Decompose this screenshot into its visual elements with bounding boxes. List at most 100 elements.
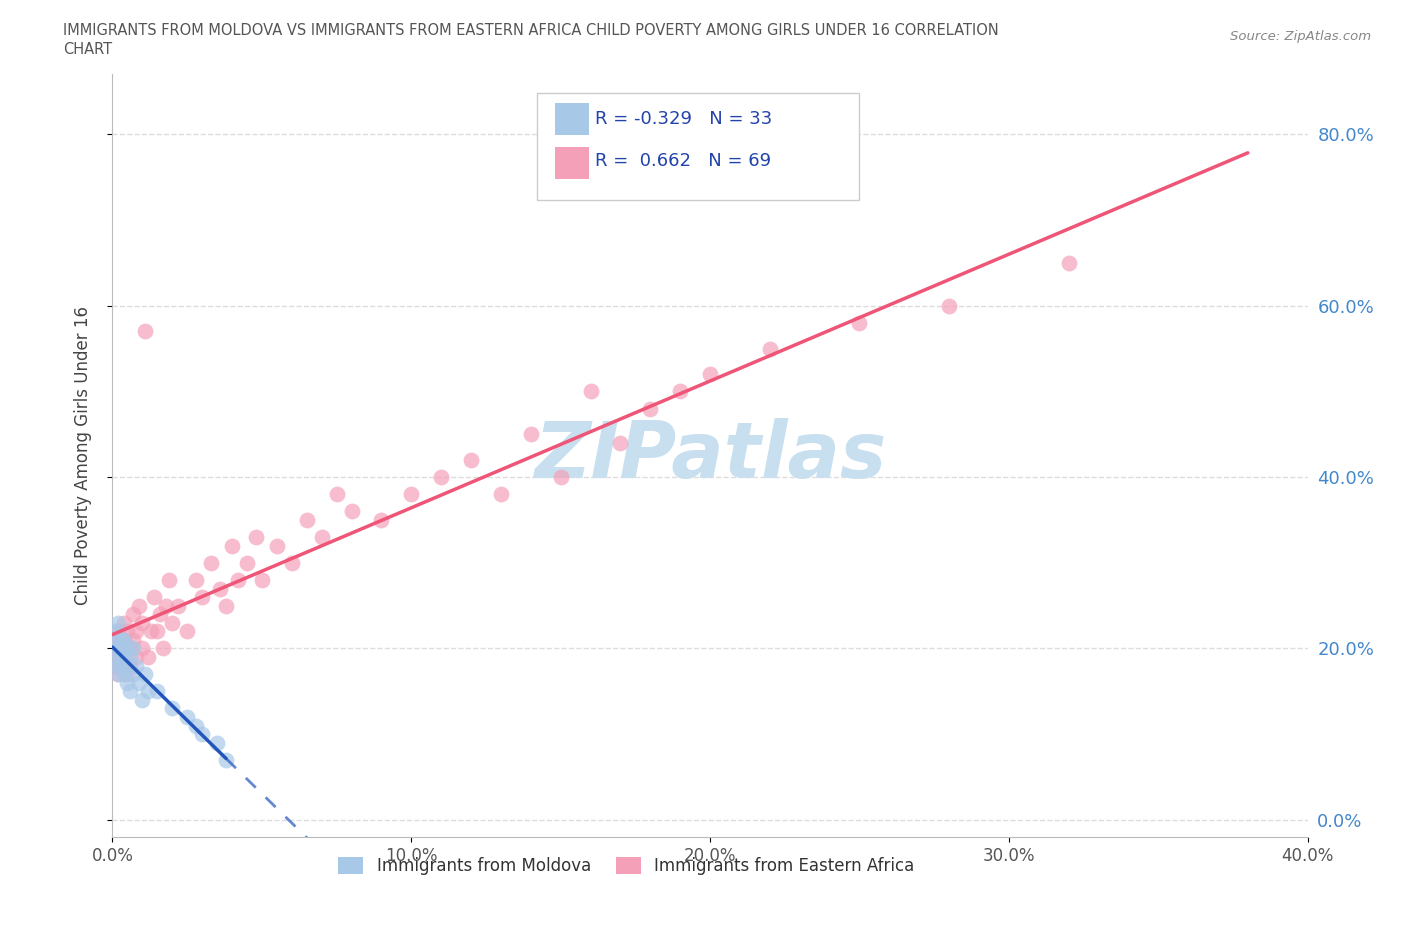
Point [138,684,160,698]
Point [370,512,392,527]
Point [520,427,543,442]
Point [125,624,148,639]
Point [120,658,142,673]
Point [311,530,333,545]
Point [114,650,135,665]
Point [215,752,238,767]
Point [141,624,163,639]
Point [226,573,249,588]
Text: CHART: CHART [63,42,112,57]
Point [325,486,347,501]
Text: R = -0.329   N = 33: R = -0.329 N = 33 [595,110,772,127]
Point [122,632,145,647]
Point [114,632,135,647]
Point [114,616,135,631]
Point [609,435,631,450]
Point [110,632,132,647]
Point [146,624,169,639]
Point [117,641,139,656]
Point [205,736,228,751]
Point [281,555,304,570]
Point [107,641,129,656]
Point [215,598,238,613]
Point [186,718,208,733]
Point [114,667,135,682]
Point [107,667,129,682]
FancyBboxPatch shape [537,94,859,200]
Point [146,684,169,698]
Point [176,624,198,639]
FancyBboxPatch shape [554,147,589,179]
Point [186,573,208,588]
Point [162,701,183,716]
Point [107,624,129,639]
Point [104,632,127,647]
Text: Source: ZipAtlas.com: Source: ZipAtlas.com [1230,30,1371,43]
Point [295,512,318,527]
Point [131,693,153,708]
Point [117,658,139,673]
Point [107,658,129,673]
Point [134,667,156,682]
Point [266,538,288,553]
Point [107,667,129,682]
Point [120,650,142,665]
Point [430,470,453,485]
Point [104,632,127,647]
Point [104,650,127,665]
Point [340,504,363,519]
Point [110,658,132,673]
Point [131,641,153,656]
Point [114,641,135,656]
Point [131,616,153,631]
Point [110,658,132,673]
Point [250,573,273,588]
Point [143,590,166,604]
Point [110,632,132,647]
Point [236,555,259,570]
Point [152,641,174,656]
Point [155,598,177,613]
Point [125,650,148,665]
Point [107,616,129,631]
Point [122,667,145,682]
Point [167,598,190,613]
Point [117,667,139,682]
Point [128,675,150,690]
Point [162,616,183,631]
Point [125,658,148,673]
Text: ZIPatlas: ZIPatlas [534,418,886,494]
Text: IMMIGRANTS FROM MOLDOVA VS IMMIGRANTS FROM EASTERN AFRICA CHILD POVERTY AMONG GI: IMMIGRANTS FROM MOLDOVA VS IMMIGRANTS FR… [63,23,1000,38]
Y-axis label: Child Poverty Among Girls Under 16: Child Poverty Among Girls Under 16 [73,306,91,605]
Point [122,606,145,621]
Point [848,315,870,330]
Point [107,641,129,656]
Point [134,324,156,339]
Point [579,384,602,399]
Point [221,538,243,553]
Point [1057,256,1080,271]
Text: R =  0.662   N = 69: R = 0.662 N = 69 [595,152,772,169]
FancyBboxPatch shape [554,103,589,136]
Point [110,641,132,656]
Point [114,650,135,665]
Point [699,366,721,381]
Point [938,299,960,313]
Point [149,606,172,621]
Point [122,641,145,656]
Point [191,590,214,604]
Point [120,684,142,698]
Point [550,470,572,485]
Legend: Immigrants from Moldova, Immigrants from Eastern Africa: Immigrants from Moldova, Immigrants from… [332,851,921,882]
Point [117,641,139,656]
Point [128,598,150,613]
Point [110,650,132,665]
Point [759,341,782,356]
Point [157,573,180,588]
Point [114,632,135,647]
Point [191,726,214,741]
Point [120,641,142,656]
Point [489,486,512,501]
Point [110,650,132,665]
Point [209,581,232,596]
